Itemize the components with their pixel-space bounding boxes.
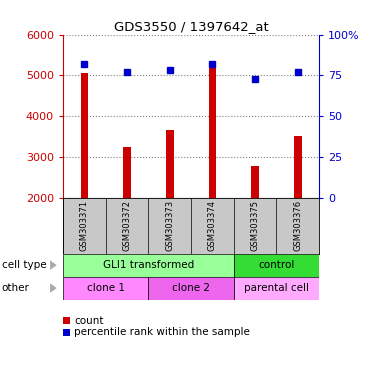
Text: GLI1 transformed: GLI1 transformed	[103, 260, 194, 270]
Text: GSM303375: GSM303375	[250, 200, 260, 251]
Bar	[81, 73, 88, 198]
Bar	[234, 254, 319, 276]
Text: control: control	[258, 260, 295, 270]
Bar	[166, 130, 174, 198]
Bar	[63, 276, 148, 300]
Bar	[294, 136, 302, 198]
Title: GDS3550 / 1397642_at: GDS3550 / 1397642_at	[114, 20, 269, 33]
Text: cell type: cell type	[2, 260, 46, 270]
Text: GSM303374: GSM303374	[208, 200, 217, 251]
Text: GSM303372: GSM303372	[122, 200, 132, 251]
Bar	[251, 166, 259, 198]
Bar	[148, 276, 234, 300]
Bar	[234, 276, 319, 300]
Text: clone 2: clone 2	[172, 283, 210, 293]
Text: clone 1: clone 1	[87, 283, 125, 293]
Text: other: other	[2, 283, 30, 293]
Bar	[209, 65, 216, 198]
Bar	[63, 254, 234, 276]
Text: count: count	[74, 316, 104, 326]
Bar	[123, 147, 131, 198]
Text: GSM303373: GSM303373	[165, 200, 174, 251]
Text: GSM303371: GSM303371	[80, 200, 89, 251]
Text: GSM303376: GSM303376	[293, 200, 302, 251]
Text: parental cell: parental cell	[244, 283, 309, 293]
Text: percentile rank within the sample: percentile rank within the sample	[74, 327, 250, 337]
